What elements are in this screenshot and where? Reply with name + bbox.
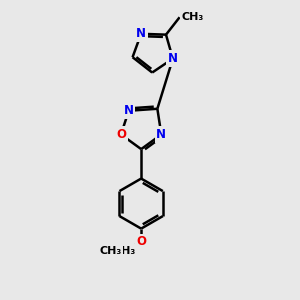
Text: N: N bbox=[124, 104, 134, 117]
Text: CH₃: CH₃ bbox=[100, 246, 122, 256]
Text: CH₃: CH₃ bbox=[114, 246, 136, 256]
Text: O: O bbox=[136, 236, 146, 248]
Text: CH₃: CH₃ bbox=[181, 12, 203, 22]
Text: CH₃: CH₃ bbox=[114, 246, 136, 256]
Text: CH₃: CH₃ bbox=[114, 246, 136, 256]
Text: N: N bbox=[168, 52, 178, 65]
Text: N: N bbox=[136, 27, 146, 40]
Text: N: N bbox=[156, 128, 166, 141]
Text: O: O bbox=[116, 128, 126, 141]
